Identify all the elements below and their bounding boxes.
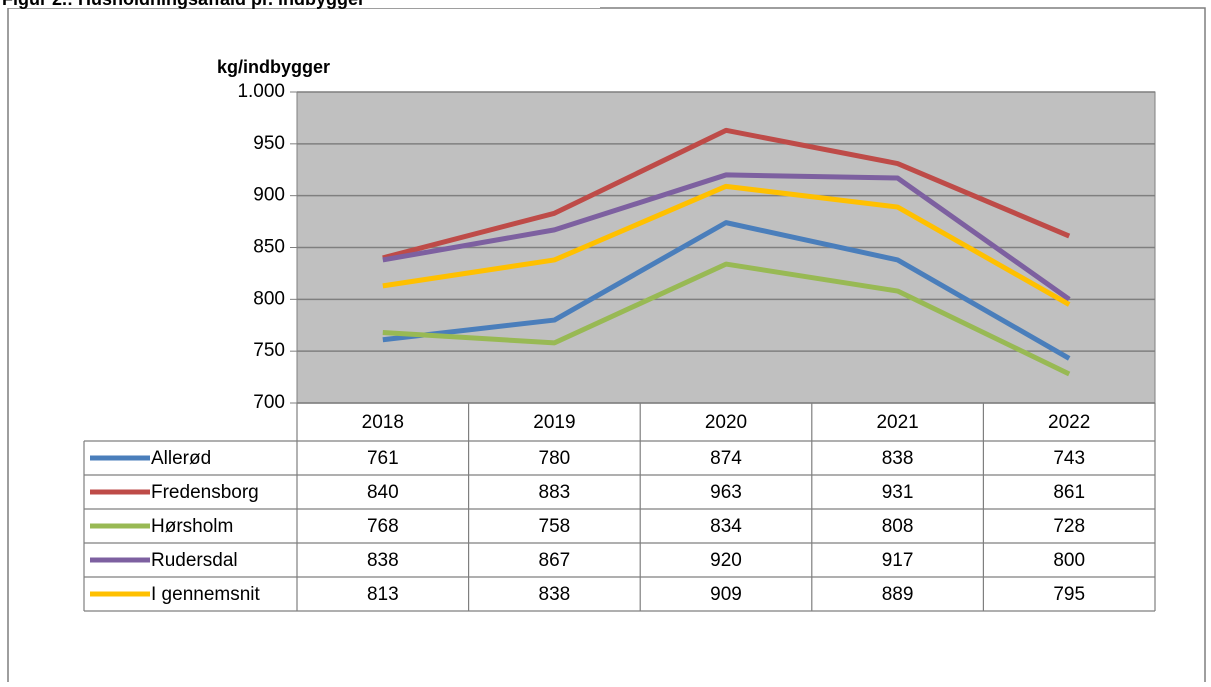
table-value: 917	[882, 550, 914, 571]
y-tick-label: 950	[253, 133, 285, 154]
table-value: 861	[1053, 482, 1085, 503]
legend-label: Hørsholm	[151, 516, 233, 537]
series-line	[382, 127, 1071, 261]
table-value: 800	[1053, 550, 1085, 571]
legend-label: Rudersdal	[151, 550, 238, 571]
table-value: 808	[882, 516, 914, 537]
table-value: 883	[539, 482, 571, 503]
table-value: 761	[367, 448, 399, 469]
chart-title: Figur 2.: Husholdningsaffald pr. indbygg…	[2, 0, 365, 9]
table-value: 889	[882, 584, 914, 605]
title-background	[0, 0, 600, 8]
x-tick-label: 2020	[705, 412, 747, 433]
series-line	[382, 261, 1071, 377]
table-value: 813	[367, 584, 399, 605]
table-value: 909	[710, 584, 742, 605]
x-tick-label: 2019	[533, 412, 575, 433]
table-value: 867	[539, 550, 571, 571]
table-value: 963	[710, 482, 742, 503]
x-tick-label: 2018	[362, 412, 404, 433]
legend-label: Fredensborg	[151, 482, 259, 503]
x-tick-label: 2021	[876, 412, 918, 433]
table-value: 768	[367, 516, 399, 537]
y-tick-label: 1.000	[237, 81, 285, 102]
table-value: 795	[1053, 584, 1085, 605]
table-value: 743	[1053, 448, 1085, 469]
table-value: 838	[882, 448, 914, 469]
y-tick-label: 700	[253, 392, 285, 413]
frame	[7, 7, 1206, 687]
table-value: 834	[710, 516, 742, 537]
series-line	[382, 220, 1071, 361]
y-tick-label: 800	[253, 288, 285, 309]
series-line	[382, 183, 1071, 307]
table-value: 840	[367, 482, 399, 503]
table-value: 874	[710, 448, 742, 469]
table-value: 758	[539, 516, 571, 537]
y-tick-label: 850	[253, 237, 285, 258]
y-axis-label: kg/indbygger	[217, 57, 330, 77]
y-tick-label: 900	[253, 185, 285, 206]
x-tick-label: 2022	[1048, 412, 1090, 433]
legend-label: Allerød	[151, 448, 211, 469]
table-value: 838	[367, 550, 399, 571]
table-value: 838	[539, 584, 571, 605]
table-value: 931	[882, 482, 914, 503]
table-value: 920	[710, 550, 742, 571]
table-value: 780	[539, 448, 571, 469]
y-tick-label: 750	[253, 340, 285, 361]
table-value: 728	[1053, 516, 1085, 537]
legend-label: I gennemsnit	[151, 584, 261, 605]
series-line	[382, 172, 1071, 302]
